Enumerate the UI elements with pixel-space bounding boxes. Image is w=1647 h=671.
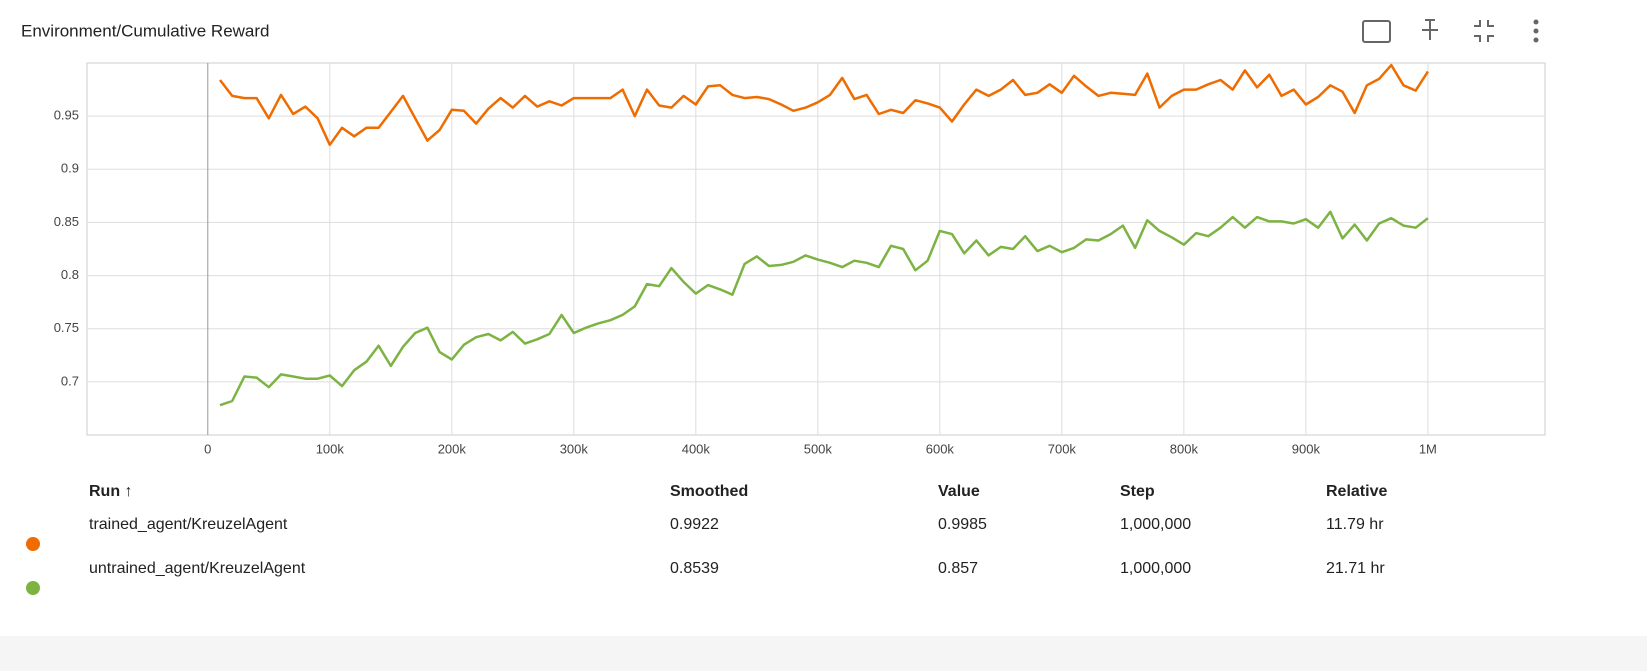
x-tick-label: 1M [1419,441,1437,456]
column-header: Step [1120,483,1155,500]
run-color-dot [26,581,40,595]
x-tick-label: 600k [926,441,955,456]
pin-icon[interactable] [1422,19,1438,40]
table-cell: 11.79 hr [1326,516,1384,533]
x-tick-label: 400k [682,441,711,456]
x-tick-label: 800k [1170,441,1199,456]
y-tick-label: 0.9 [61,161,79,176]
table-cell: 0.9922 [670,516,719,533]
table-cell: 0.8539 [670,560,719,577]
column-header: Smoothed [670,483,748,500]
column-header: Value [938,483,980,500]
column-header: Relative [1326,483,1387,500]
plot-frame [86,62,1546,436]
series-line [219,210,1429,407]
chart-title: Environment/Cumulative Reward [21,21,270,40]
run-table: Run ↑ Smoothed Value Step Relative trained_ag… [26,483,1387,595]
table-cell: 0.9985 [938,516,987,533]
y-tick-label: 0.75 [54,320,79,335]
table-cell: 1,000,000 [1120,516,1191,533]
footer-strip [0,636,1647,671]
y-tick-label: 0.7 [61,373,79,388]
table-cell: 21.71 hr [1326,560,1385,577]
x-tick-label: 900k [1292,441,1321,456]
x-tick-label: 0 [204,441,211,456]
y-tick-label: 0.95 [54,108,79,123]
table-cell: 0.857 [938,560,978,577]
x-tick-label: 700k [1048,441,1077,456]
x-tick-label: 200k [438,441,467,456]
table-cell: 1,000,000 [1120,560,1191,577]
table-cell: untrained_agent/KreuzelAgent [89,560,306,577]
collapse-icon[interactable] [1474,20,1494,42]
y-tick-label: 0.85 [54,214,79,229]
column-header: Run ↑ [89,483,133,500]
x-tick-label: 300k [560,441,589,456]
table-cell: trained_agent/KreuzelAgent [89,516,288,533]
fit-icon[interactable] [1362,20,1391,43]
y-tick-label: 0.8 [61,267,79,282]
menu-icon[interactable] [1533,19,1539,43]
plot: 0.7 0.75 0.8 0.85 0.9 0.95 0 100k 200k 300k 400k 50… [54,62,1546,456]
run-color-dot [26,537,40,551]
x-tick-label: 500k [804,441,833,456]
toolbar [1362,19,1539,43]
series-line [219,63,1429,147]
x-tick-label: 100k [316,441,345,456]
